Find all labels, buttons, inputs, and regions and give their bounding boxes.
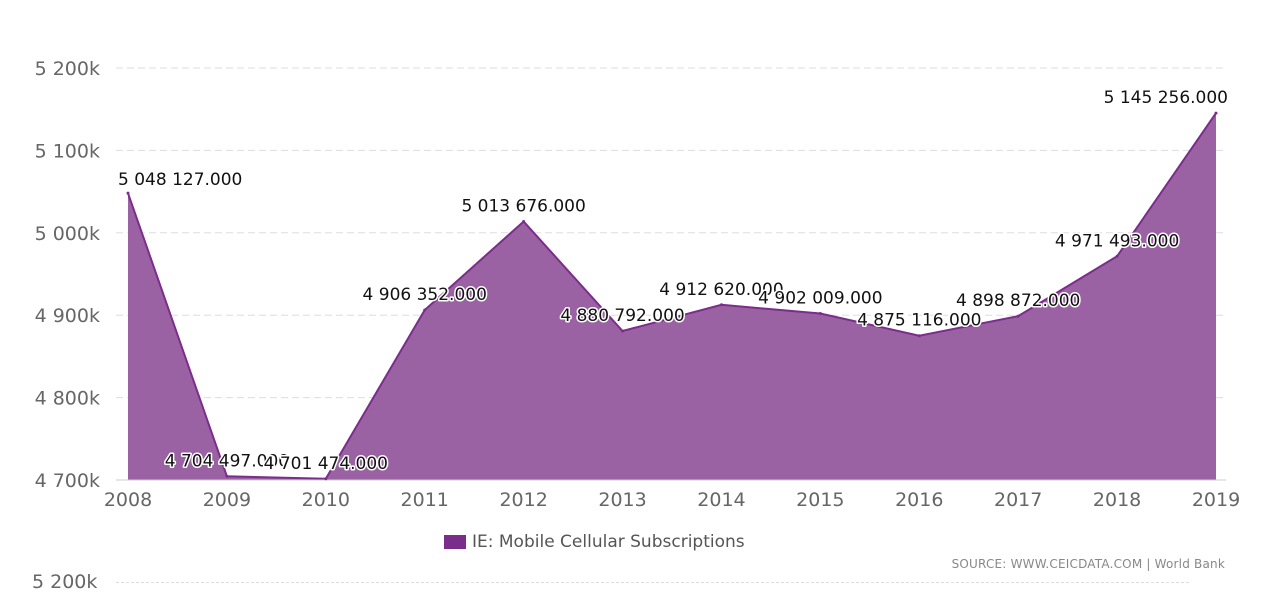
repeated-gridline (116, 582, 1189, 583)
series-line (127, 112, 1217, 480)
y-tick-label: 4 900k (35, 305, 100, 327)
y-tick-label: 5 000k (35, 223, 100, 245)
data-label: 5 048 127.000 (118, 170, 242, 190)
source-note: SOURCE: WWW.CEICDATA.COM | World Bank (951, 557, 1225, 571)
data-point (225, 474, 229, 478)
x-tick-label: 2012 (499, 489, 547, 511)
y-tick-label: 4 800k (35, 388, 100, 410)
data-point (917, 334, 921, 338)
data-point (126, 191, 130, 195)
repeated-axis-row: 5 200k (0, 568, 1275, 598)
x-tick-label: 2008 (104, 489, 152, 511)
x-tick-label: 2009 (203, 489, 251, 511)
x-tick-label: 2018 (1093, 489, 1141, 511)
data-label: 4 880 792.000 (560, 306, 684, 326)
data-label: 5 145 256.000 (1104, 88, 1228, 108)
data-point (1115, 254, 1119, 258)
x-tick-label: 2011 (401, 489, 449, 511)
y-tick-label: 4 700k (35, 470, 100, 492)
y-tick-label: 5 200k (35, 58, 100, 80)
data-label: 4 902 009.000 (758, 289, 882, 309)
data-point (1214, 111, 1218, 115)
x-tick-label: 2015 (796, 489, 844, 511)
data-label: 4 906 352.000 (363, 285, 487, 305)
legend-swatch (444, 535, 466, 549)
series-area (128, 113, 1216, 480)
legend[interactable]: IE: Mobile Cellular Subscriptions (444, 532, 745, 552)
data-label: 4 971 493.000 (1055, 231, 1179, 251)
data-point (324, 477, 328, 481)
x-tick-label: 2014 (697, 489, 745, 511)
data-point (719, 303, 723, 307)
data-label: 4 701 474.000 (264, 454, 388, 474)
data-label: 4 898 872.000 (956, 291, 1080, 311)
data-point (423, 308, 427, 312)
repeated-y-tick-label: 5 200k (32, 571, 98, 593)
area-chart: 4 700k 4 800k 4 900k 5 000k 5 100k 5 200k 2008… (35, 58, 1241, 511)
x-tick-label: 2017 (994, 489, 1042, 511)
data-label: 4 704 497.000 (165, 451, 289, 471)
data-point (621, 329, 625, 333)
x-tick-label: 2016 (895, 489, 943, 511)
data-label: 5 013 676.000 (461, 197, 585, 217)
data-label: 4 912 620.000 (659, 280, 783, 300)
x-tick-label: 2010 (302, 489, 350, 511)
data-label: 4 875 116.000 (857, 311, 981, 331)
x-tick-label: 2019 (1192, 489, 1240, 511)
data-point (818, 312, 822, 316)
data-point (522, 220, 526, 224)
legend-label: IE: Mobile Cellular Subscriptions (472, 532, 745, 552)
x-tick-label: 2013 (598, 489, 646, 511)
y-tick-label: 5 100k (35, 140, 100, 162)
data-point (1016, 314, 1020, 318)
